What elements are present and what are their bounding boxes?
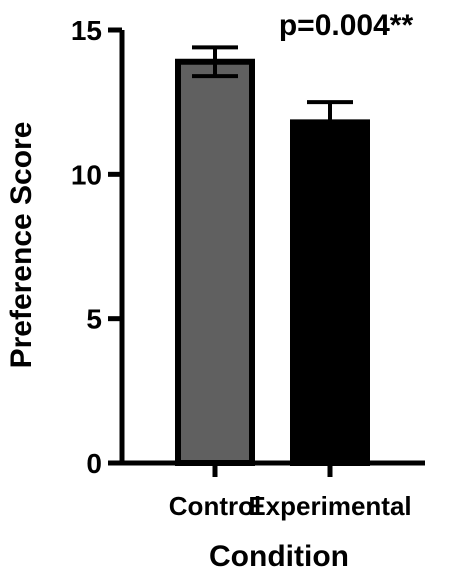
y-tick-label-15: 15	[71, 15, 102, 46]
bar-experimental	[290, 119, 370, 467]
x-tick-label-experimental: Experimental	[248, 491, 411, 521]
y-tick-label-10: 10	[71, 159, 102, 190]
x-tick-label-control: Control	[169, 491, 261, 521]
significance-annotation: p=0.004**	[279, 9, 414, 42]
y-axis-title: Preference Score	[5, 122, 38, 369]
y-tick-label-5: 5	[86, 304, 102, 335]
error-bars-layer	[192, 45, 353, 123]
bar-control	[175, 58, 255, 467]
x-axis-title: Condition	[209, 540, 349, 573]
axes-layer	[108, 27, 425, 477]
bars-layer	[175, 58, 370, 467]
y-tick-label-0: 0	[86, 448, 102, 479]
